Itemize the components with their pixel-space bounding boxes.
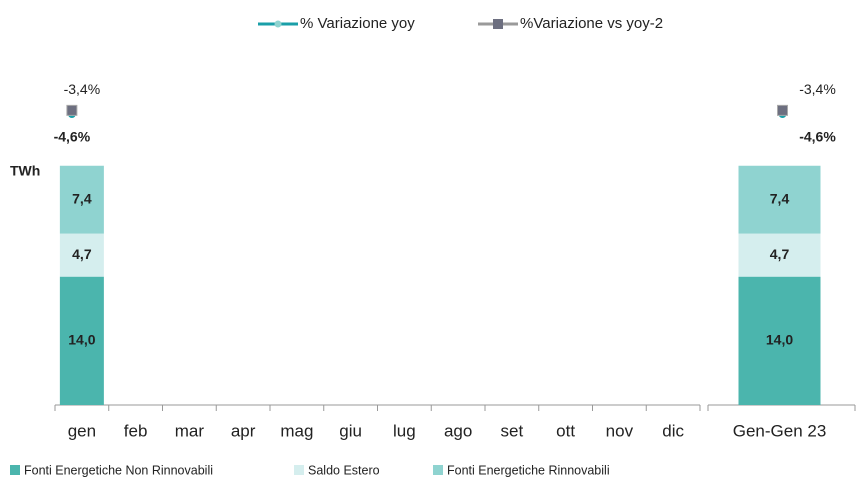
legend-marker bbox=[274, 20, 282, 28]
legend-swatch bbox=[294, 465, 304, 475]
y-axis-label: TWh bbox=[10, 163, 40, 179]
bar-segment bbox=[738, 165, 821, 234]
data-label: 14,0 bbox=[766, 332, 793, 348]
x-tick-label: lug bbox=[393, 421, 416, 440]
legend-label: Fonti Energetiche Rinnovabili bbox=[447, 463, 610, 477]
x-tick-label: nov bbox=[606, 421, 634, 440]
data-label: 14,0 bbox=[68, 332, 95, 348]
bar-segment bbox=[59, 165, 104, 234]
data-label: -3,4% bbox=[799, 81, 836, 97]
x-tick-label: giu bbox=[339, 421, 362, 440]
x-tick-label: apr bbox=[231, 421, 256, 440]
x-tick-label: Gen-Gen 23 bbox=[733, 421, 827, 440]
bar-segment bbox=[59, 276, 104, 405]
data-label: 7,4 bbox=[72, 190, 92, 206]
legend-marker bbox=[493, 19, 503, 29]
bar-segment bbox=[738, 276, 821, 405]
data-label: -4,6% bbox=[54, 129, 91, 145]
legend-label: Fonti Energetiche Non Rinnovabili bbox=[24, 463, 213, 477]
x-tick-label: ago bbox=[444, 421, 472, 440]
x-tick-label: feb bbox=[124, 421, 148, 440]
marker bbox=[777, 104, 788, 116]
x-tick-label: gen bbox=[68, 421, 96, 440]
bar-segment bbox=[738, 233, 821, 277]
data-label: -4,6% bbox=[799, 129, 836, 145]
legend-label: %Variazione vs yoy-2 bbox=[520, 15, 663, 32]
data-label: -3,4% bbox=[64, 81, 101, 97]
x-tick-label: mag bbox=[280, 421, 313, 440]
legend-swatch bbox=[433, 465, 443, 475]
x-tick-label: dic bbox=[662, 421, 684, 440]
legend-label: Saldo Estero bbox=[308, 463, 380, 477]
bar-segment bbox=[59, 233, 104, 277]
legend-label: % Variazione yoy bbox=[300, 15, 415, 32]
x-tick-label: set bbox=[501, 421, 524, 440]
x-tick-label: ott bbox=[556, 421, 575, 440]
data-label: 4,7 bbox=[770, 246, 790, 262]
x-tick-label: mar bbox=[175, 421, 205, 440]
marker bbox=[66, 104, 78, 116]
data-label: 4,7 bbox=[72, 246, 92, 262]
data-label: 7,4 bbox=[770, 190, 790, 206]
legend-swatch bbox=[10, 465, 20, 475]
